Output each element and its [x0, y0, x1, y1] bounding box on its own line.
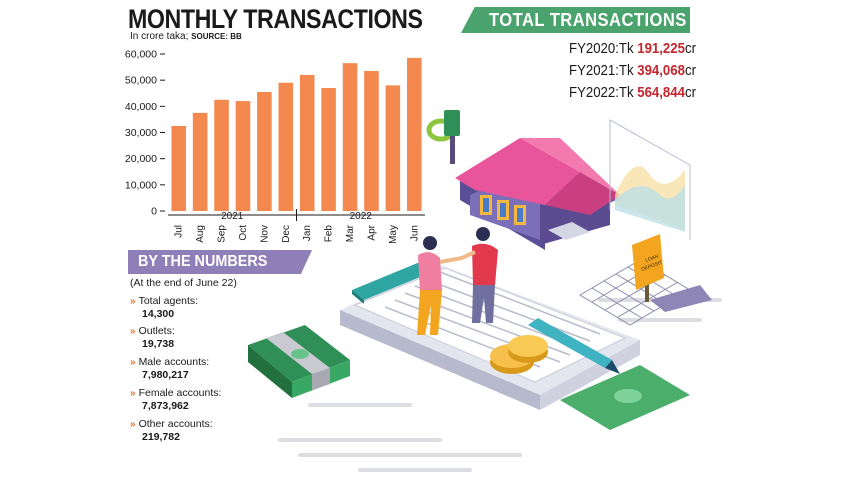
bar [342, 63, 358, 212]
fy2020-prefix: FY2020:Tk [569, 40, 638, 57]
by-the-numbers-badge: BY THE NUMBERS [128, 250, 312, 274]
arrow-icon: » [130, 326, 136, 337]
arrow-icon: » [130, 296, 136, 307]
x-tick-label: Apr [366, 224, 377, 240]
stat-value: 19,738 [142, 338, 175, 350]
fy2020-line: FY2020:Tk 191,225cr [569, 40, 696, 57]
stat-total-agents: » Total agents: 14,300 [130, 295, 198, 321]
unit-note: In crore taka; [130, 31, 189, 42]
x-tick-label: Dec [281, 225, 292, 243]
arrow-icon: » [130, 419, 136, 430]
stat-value: 7,873,962 [142, 400, 189, 412]
bar [171, 125, 186, 211]
bar [235, 101, 251, 211]
fy2021-suffix: cr [684, 62, 696, 79]
year-group-label: 2022 [350, 211, 373, 222]
bar [364, 71, 379, 211]
x-tick-label: Oct [238, 225, 249, 241]
pen-icon [528, 318, 620, 374]
fy2022-suffix: cr [684, 84, 696, 101]
x-tick-label: Mar [345, 224, 356, 242]
bar [278, 82, 294, 212]
fy2022-line: FY2022:Tk 564,844cr [569, 84, 696, 101]
house-icon [455, 138, 620, 250]
x-tick-label: Nov [259, 225, 270, 243]
y-tick-label: 50,000 [125, 75, 157, 87]
fy2020-value: 191,225 [637, 40, 685, 57]
total-transactions-badge: TOTAL TRANSACTIONS [461, 7, 690, 33]
year-group-label: 2021 [221, 211, 244, 222]
by-the-numbers-label: BY THE NUMBERS [138, 253, 268, 270]
coins-icon [490, 335, 548, 374]
bar [385, 85, 401, 211]
mini-chart-icon [609, 119, 691, 240]
x-tick-label: Jun [409, 225, 420, 241]
stat-male-accounts: » Male accounts: 7,980,217 [130, 356, 209, 382]
arrow-icon: » [130, 388, 136, 399]
stat-value: 7,980,217 [142, 369, 189, 381]
y-tick-label: 30,000 [125, 127, 157, 139]
bar [257, 91, 272, 211]
stat-female-accounts: » Female accounts: 7,873,962 [130, 387, 221, 413]
source-note: SOURCE: BB [191, 32, 242, 41]
y-tick-label: 40,000 [125, 101, 157, 113]
bar [192, 112, 208, 211]
stat-label: Female accounts: [138, 387, 222, 399]
stat-value: 219,782 [142, 431, 180, 443]
arrow-icon: » [130, 357, 136, 368]
key-icon [426, 110, 460, 164]
banknote-icon [560, 365, 690, 430]
y-tick-label: 60,000 [125, 49, 157, 61]
total-transactions-label: TOTAL TRANSACTIONS [489, 10, 687, 30]
bar [407, 57, 422, 211]
fy2022-prefix: FY2022:Tk [569, 84, 638, 101]
floor-plate [650, 285, 712, 312]
as-of-note: (At the end of June 22) [130, 277, 237, 289]
x-tick-label: Aug [195, 225, 206, 243]
x-tick-label: Sep [217, 225, 228, 243]
x-tick-label: May [388, 225, 399, 244]
x-tick-label: Feb [324, 225, 335, 243]
fy2021-value: 394,068 [637, 62, 685, 79]
x-tick-label: Jan [302, 225, 313, 241]
cash-stack-icon [248, 325, 350, 398]
stat-value: 14,300 [142, 308, 175, 320]
y-tick-label: 20,000 [125, 153, 157, 165]
stat-label: Other accounts: [138, 418, 213, 430]
chart-subtitle: In crore taka; SOURCE: BB [130, 31, 242, 42]
roller-icon [352, 262, 432, 304]
handshake-people [417, 227, 498, 335]
page-title: MONTHLY TRANSACTIONS [128, 4, 423, 34]
fy2020-suffix: cr [684, 40, 696, 57]
stat-other-accounts: » Other accounts: 219,782 [130, 418, 213, 444]
y-tick-label: 10,000 [125, 179, 157, 191]
fy2021-line: FY2021:Tk 394,068cr [569, 62, 696, 79]
stat-label: Total agents: [138, 295, 199, 307]
bar [214, 99, 229, 211]
bar [321, 88, 336, 211]
fy2022-value: 564,844 [637, 84, 685, 101]
y-tick-label: 0 [151, 206, 157, 218]
sign-text-loan: LOAN [645, 253, 660, 263]
fy2021-prefix: FY2021:Tk [569, 62, 638, 79]
stat-label: Outlets: [138, 325, 175, 337]
stat-outlets: » Outlets: 19,738 [130, 325, 175, 351]
loan-deposit-sign: LOAN DEPOSIT [632, 234, 664, 302]
x-tick-label: Jul [174, 225, 185, 238]
bar [299, 74, 315, 211]
stat-label: Male accounts: [138, 356, 210, 368]
